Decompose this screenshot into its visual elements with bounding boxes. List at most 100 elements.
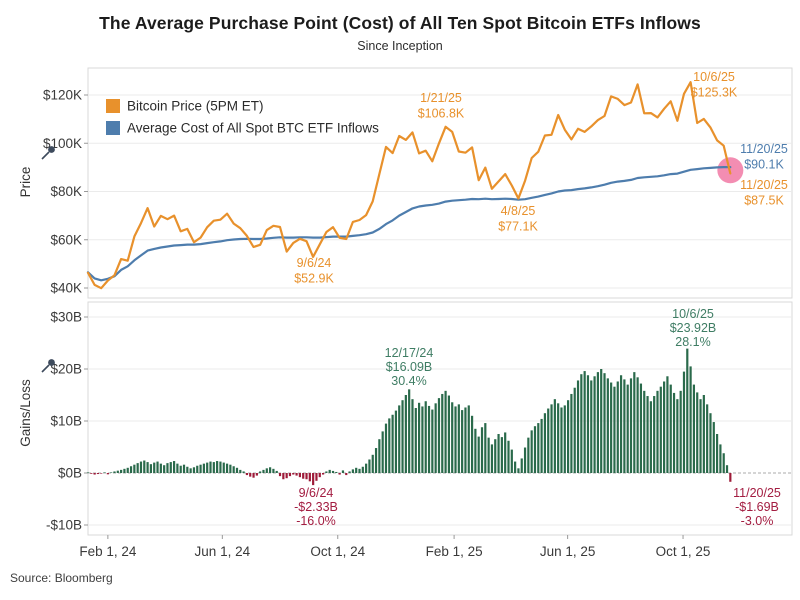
- gains-loss-bar: [603, 373, 606, 473]
- gains-loss-bar: [722, 453, 725, 473]
- gains-loss-bar: [136, 463, 139, 473]
- gains-loss-bar: [613, 386, 616, 473]
- pushpin-icon: [41, 151, 50, 160]
- gains-loss-bar: [186, 466, 189, 473]
- gains-loss-bar: [583, 371, 586, 473]
- gains-loss-bar: [557, 403, 560, 473]
- gains-loss-bar: [636, 377, 639, 473]
- gains-loss-bar: [106, 473, 109, 475]
- legend-label-1: Average Cost of All Spot BTC ETF Inflows: [127, 121, 379, 136]
- price-annotation-3: 11/20/25 $90.1K: [740, 142, 788, 172]
- gains-loss-bar: [643, 390, 646, 473]
- gains-loss-bar: [371, 454, 374, 473]
- gains-loss-bar: [464, 407, 467, 473]
- gains-loss-bar: [345, 473, 348, 476]
- gains-loss-bar: [576, 380, 580, 473]
- gains-loss-bar: [533, 426, 537, 473]
- gains-loss-bar: [351, 469, 354, 473]
- pushpin-icon: [41, 364, 50, 373]
- gains-loss-bar: [378, 439, 381, 473]
- price-annotation-1: 1/21/25 $106.8K: [418, 91, 465, 121]
- gains-loss-bar: [361, 466, 364, 473]
- gains-loss-bar: [696, 392, 699, 473]
- gains-loss-bar: [120, 469, 123, 473]
- gains-loss-bar: [302, 473, 305, 479]
- gains-loss-bar: [504, 432, 507, 473]
- gains-loss-bar: [560, 407, 563, 473]
- gains-loss-bar: [90, 473, 93, 474]
- gains-loss-bar: [487, 437, 490, 473]
- price-annotation-2: 10/6/25 $125.3K: [691, 70, 738, 100]
- gains-loss-bar: [414, 408, 417, 473]
- gains-loss-bar: [550, 404, 553, 473]
- gains-loss-bar: [298, 473, 302, 478]
- legend-swatch-1: [106, 121, 120, 135]
- gains-loss-bar: [480, 427, 484, 473]
- gains-loss-bar: [149, 464, 153, 473]
- gains-loss-bar: [517, 468, 520, 473]
- x-tick-label: Jun 1, 24: [195, 544, 251, 559]
- gains-loss-bar: [563, 405, 566, 473]
- bitcoin-price-line: [86, 81, 732, 290]
- gains-loss-bar: [447, 395, 450, 473]
- gains-loss-bar: [566, 400, 570, 473]
- gains-loss-bar: [619, 375, 623, 473]
- gains-loss-bar: [729, 473, 732, 482]
- gains-loss-bar: [196, 465, 199, 473]
- gains-loss-bar: [408, 389, 411, 473]
- gains-loss-bar: [540, 418, 543, 473]
- gains-loss-bar: [216, 461, 219, 473]
- gains-loss-bar: [653, 396, 656, 473]
- gains-loss-bar: [265, 468, 268, 473]
- gains-loss-bar: [441, 393, 444, 473]
- gains-loss-bar: [209, 461, 212, 473]
- chart-subtitle: Since Inception: [357, 39, 443, 53]
- gains-loss-bar: [116, 470, 119, 473]
- gains-loss-bar: [110, 472, 113, 473]
- gains-loss-bar: [222, 462, 225, 473]
- gains-loss-bar: [689, 366, 692, 473]
- gains-loss-bar: [189, 468, 192, 473]
- gains-loss-bar: [163, 465, 166, 473]
- price-y-tick-label: $60K: [50, 232, 82, 247]
- gains-loss-bar: [530, 430, 533, 473]
- gains-loss-bar: [308, 473, 311, 482]
- gains-loss-bar: [318, 473, 321, 478]
- gains-loss-bar: [199, 464, 202, 473]
- gains-loss-bar: [669, 384, 672, 473]
- gains-loss-bar: [470, 415, 474, 473]
- gains-loss-bar: [692, 384, 696, 473]
- gains-loss-bar: [586, 375, 590, 473]
- gains-loss-bar: [553, 399, 556, 473]
- gains-loss-bar: [315, 473, 318, 481]
- x-tick-label: Feb 1, 25: [426, 544, 483, 559]
- gains-loss-bar: [523, 447, 527, 473]
- gains-loss-bar: [702, 395, 705, 473]
- gains-annotation-0: 12/17/24 $16.09B 30.4%: [385, 346, 434, 388]
- gains-loss-bar: [365, 463, 368, 473]
- gains-loss-bar: [391, 414, 394, 473]
- legend-label-0: Bitcoin Price (5PM ET): [127, 99, 264, 114]
- gains-annotation-2: 9/6/24 -$2.33B -16.0%: [294, 486, 338, 528]
- gains-loss-bar: [520, 458, 523, 473]
- gains-y-tick-label: $0B: [58, 466, 82, 481]
- gains-loss-bar: [663, 381, 666, 473]
- gains-y-tick-label: -$10B: [46, 518, 82, 533]
- gains-loss-bar: [461, 410, 464, 473]
- pushpin-icon: [48, 359, 55, 366]
- gains-loss-bar: [404, 395, 407, 473]
- gains-loss-bar: [159, 463, 162, 473]
- gains-loss-bar: [679, 390, 682, 473]
- gains-loss-bar: [649, 401, 652, 473]
- gains-loss-bar: [282, 473, 285, 480]
- gains-loss-bar: [467, 405, 470, 473]
- gains-loss-bar: [610, 382, 613, 473]
- gains-loss-bar: [358, 468, 361, 473]
- price-y-tick-label: $40K: [50, 281, 82, 296]
- gains-loss-bar: [245, 473, 249, 476]
- gains-loss-bar: [454, 406, 457, 473]
- gains-loss-bar: [623, 379, 626, 473]
- gains-loss-bar: [206, 462, 209, 473]
- price-panel: [87, 67, 793, 299]
- gains-y-tick-label: $30B: [50, 310, 82, 325]
